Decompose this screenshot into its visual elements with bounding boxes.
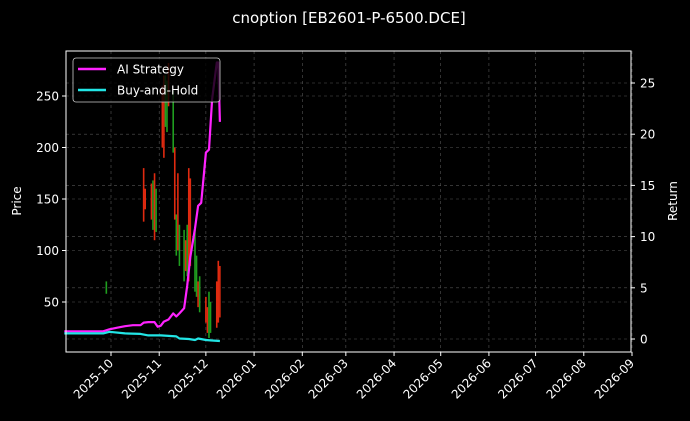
legend: AI Strategy Buy-and-Hold [72,57,221,103]
y-axis-label: Price [10,186,24,215]
plot-frame [65,50,632,353]
chart-title: cnoption [EB2601-P-6500.DCE] [232,9,466,27]
y-tick-label: 100 [36,244,59,258]
series-buy-and-hold [64,330,220,343]
legend-label-buy-and-hold: Buy-and-Hold [117,84,198,98]
y2-tick-label: 25 [640,77,655,91]
legend-box [72,57,221,103]
series-ai-strategy [64,61,221,333]
y-axis-left: 50 100 150 200 250 [36,90,66,310]
y-tick-label: 150 [36,193,59,207]
y2-axis-label: Return [666,181,680,221]
y2-tick-label: 15 [640,179,655,193]
series-lines [64,61,221,343]
legend-label-ai-strategy: AI Strategy [117,63,184,77]
y-tick-label: 250 [36,90,59,104]
y2-tick-label: 5 [640,281,648,295]
y-tick-label: 200 [36,141,59,155]
y2-tick-label: 20 [640,128,655,142]
y-tick-label: 50 [44,296,59,310]
y2-tick-label: 0 [640,333,648,347]
grid [66,51,633,352]
y-axis-right: 0 5 10 15 20 25 [631,77,655,347]
y2-tick-label: 10 [640,230,655,244]
